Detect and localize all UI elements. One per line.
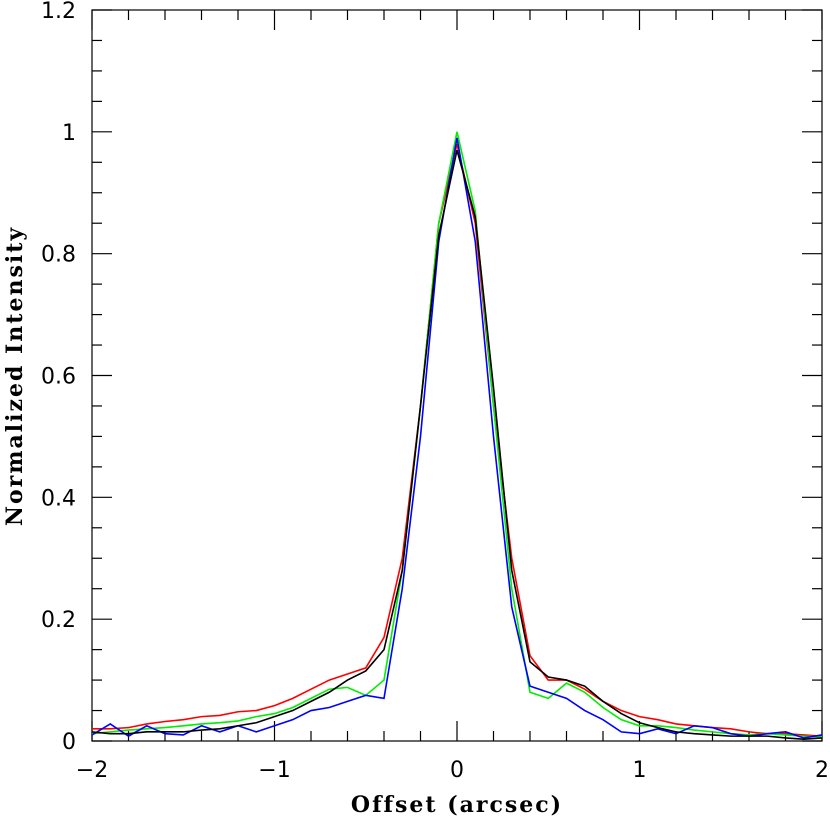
- y-tick-label: 0.6: [41, 365, 76, 390]
- series-line: [91, 131, 823, 738]
- series-line: [91, 137, 823, 739]
- y-tick-label: 0: [62, 730, 76, 755]
- x-tick-label: 0: [450, 758, 464, 783]
- series-line: [92, 143, 823, 737]
- y-tick-label: 0.4: [41, 486, 76, 511]
- x-tick-label: 2: [815, 758, 829, 783]
- y-tick-label: 1: [62, 121, 76, 146]
- plot-frame: [91, 9, 823, 742]
- x-tick-label: −1: [258, 758, 290, 783]
- series-line: [91, 149, 823, 740]
- x-tick-label: 1: [633, 758, 647, 783]
- y-axis-label: Normalized Intensity: [2, 226, 28, 526]
- x-axis-label: Offset (arcsec): [351, 792, 563, 818]
- x-tick-label: −2: [76, 758, 108, 783]
- y-tick-label: 0.2: [41, 608, 76, 633]
- y-tick-label: 0.8: [41, 243, 76, 268]
- y-tick-label: 1.2: [41, 0, 76, 24]
